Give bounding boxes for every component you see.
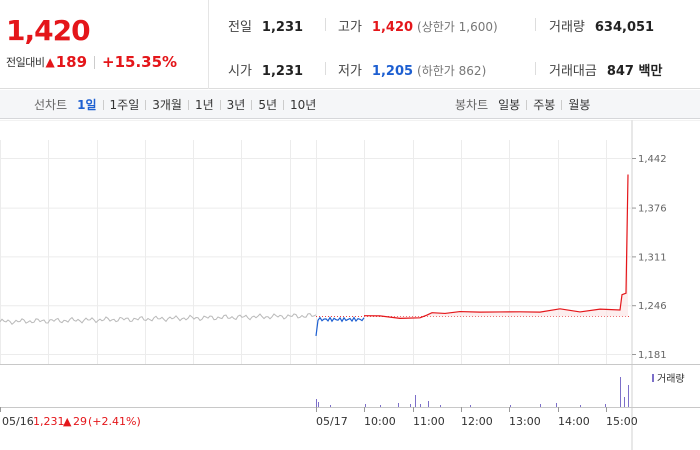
stat-label: 거래대금: [549, 64, 597, 79]
divider: [535, 62, 536, 75]
stat-label: 고가: [338, 20, 362, 35]
previous-day-arrow: ▲: [63, 415, 72, 428]
divider: [251, 99, 253, 110]
x-tick-label: 13:00: [509, 415, 541, 428]
stat-label: 거래량: [549, 20, 585, 35]
change-percent: +15.35%: [102, 53, 178, 71]
divider: [526, 99, 528, 110]
stat-value: 1,231: [261, 20, 304, 35]
today-line-up: [363, 174, 629, 319]
x-tick-label: 14:00: [558, 415, 590, 428]
today-up-area: [364, 174, 628, 319]
stat-value: 1,231: [261, 64, 304, 79]
candle-chart-periods: 봉차트 일봉 주봉 월봉: [455, 90, 590, 119]
y-tick-label: 1,311: [638, 252, 667, 263]
today-line-down: [315, 316, 365, 337]
candle-weekly[interactable]: 주봉: [533, 98, 556, 112]
previous-day-change-percent: (+2.41%): [88, 415, 141, 428]
y-tick-label: 1,376: [638, 204, 667, 215]
lower-limit: (하한가 862): [417, 64, 487, 78]
stat-label: 시가: [228, 64, 252, 79]
change-value: 189: [55, 53, 88, 71]
stat-value: 847 백만: [606, 64, 663, 79]
current-price: 1,420: [6, 14, 91, 47]
divider: [187, 99, 189, 110]
change-row: 전일대비 ▲ 189 +15.35%: [6, 53, 177, 71]
x-tick-label: 05/17: [316, 415, 348, 428]
stat-high: 고가 1,420 (상한가 1,600): [338, 16, 498, 35]
candle-chart-label: 봉차트: [455, 98, 489, 112]
period-5y[interactable]: 5년: [258, 98, 278, 112]
period-3y[interactable]: 3년: [226, 98, 246, 112]
previous-day-change: 29: [73, 415, 87, 428]
stat-label: 저가: [338, 64, 362, 79]
divider: [145, 99, 147, 110]
price-box: 1,420 전일대비 ▲ 189 +15.35%: [0, 0, 209, 89]
x-tick-label: 15:00: [606, 415, 638, 428]
period-1w[interactable]: 1주일: [109, 98, 140, 112]
stat-volume: 거래량 634,051: [549, 16, 654, 35]
upper-limit: (상한가 1,600): [417, 20, 498, 34]
stat-label: 전일: [228, 20, 252, 35]
y-tick-label: 1,442: [638, 154, 667, 165]
candle-daily[interactable]: 일봉: [498, 98, 521, 112]
divider: [561, 99, 563, 110]
period-1y[interactable]: 1년: [194, 98, 214, 112]
volume-legend-label: 거래량: [657, 373, 685, 385]
divider: [219, 99, 221, 110]
stat-open: 시가 1,231: [228, 60, 303, 79]
chart-toolbar: 선차트 1일 1주일 3개월 1년 3년 5년 10년 봉차트 일봉 주봉 월봉: [0, 90, 700, 119]
up-arrow-icon: ▲: [45, 55, 55, 69]
quote-stats: 전일 1,231 시가 1,231 고가 1,420 (상한가 1,600) 저…: [210, 0, 700, 89]
stat-amount: 거래대금 847 백만: [549, 60, 662, 79]
stat-low: 저가 1,205 (하한가 862): [338, 60, 486, 79]
previous-day-date: 05/16: [2, 415, 34, 428]
stat-prev-close: 전일 1,231: [228, 16, 303, 35]
x-tick-label: 11:00: [413, 415, 445, 428]
intraday-chart: 1,442 1,376 1,311 1,246 1,181 거래량 05/17 10:00 11…: [0, 120, 700, 450]
period-10y[interactable]: 10년: [290, 98, 317, 112]
period-1d[interactable]: 1일: [77, 98, 97, 112]
divider: [102, 99, 104, 110]
divider: [94, 55, 96, 69]
change-label: 전일대비: [6, 56, 45, 69]
volume-legend-swatch: [652, 374, 654, 382]
period-3m[interactable]: 3개월: [152, 98, 182, 112]
stat-value: 634,051: [594, 20, 655, 35]
line-chart-periods: 선차트 1일 1주일 3개월 1년 3년 5년 10년: [34, 90, 316, 119]
divider: [283, 99, 285, 110]
divider: [325, 62, 326, 75]
stat-value: 1,420: [371, 20, 414, 35]
y-tick-label: 1,181: [638, 350, 667, 361]
quote-summary: 1,420 전일대비 ▲ 189 +15.35% 전일 1,231 시가 1,2…: [0, 0, 700, 89]
x-tick-label: 10:00: [364, 415, 396, 428]
previous-day-close: 1,231: [33, 415, 65, 428]
previous-day-line: [0, 313, 317, 326]
divider: [535, 18, 536, 31]
candle-monthly[interactable]: 월봉: [568, 98, 591, 112]
y-tick-label: 1,246: [638, 301, 667, 312]
stat-value: 1,205: [371, 64, 414, 79]
divider: [325, 18, 326, 31]
line-chart-label: 선차트: [34, 98, 68, 112]
price-chart-svg: 1,442 1,376 1,311 1,246 1,181 거래량 05/17 10:00 11…: [0, 120, 700, 450]
x-tick-label: 12:00: [461, 415, 493, 428]
